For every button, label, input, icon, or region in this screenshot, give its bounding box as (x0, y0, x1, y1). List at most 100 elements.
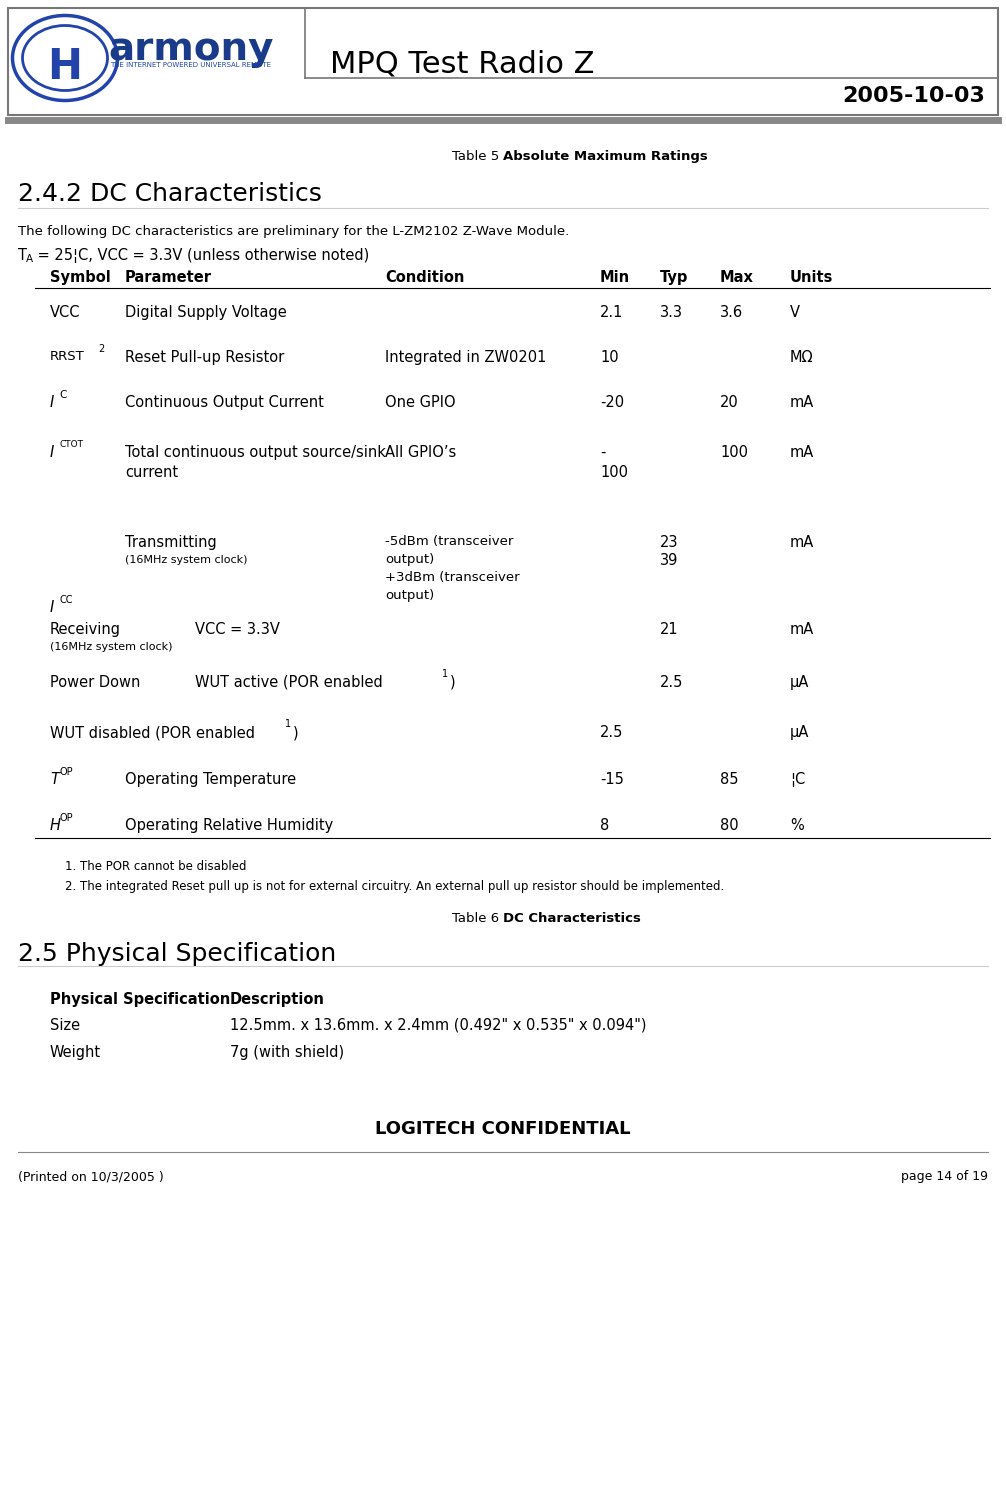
Text: current: current (125, 465, 178, 480)
Text: Min: Min (600, 270, 630, 285)
Text: (16MHz system clock): (16MHz system clock) (125, 556, 247, 565)
Text: (16MHz system clock): (16MHz system clock) (50, 642, 172, 652)
Text: = 25¦C, VCC = 3.3V (unless otherwise noted): = 25¦C, VCC = 3.3V (unless otherwise not… (33, 248, 369, 263)
Text: ): ) (293, 725, 299, 740)
Text: 2.4.2 DC Characteristics: 2.4.2 DC Characteristics (18, 183, 322, 205)
Text: CTOT: CTOT (59, 439, 83, 448)
Text: +3dBm (transceiver: +3dBm (transceiver (385, 571, 520, 584)
Text: 12.5mm. x 13.6mm. x 2.4mm (0.492" x 0.535" x 0.094"): 12.5mm. x 13.6mm. x 2.4mm (0.492" x 0.53… (230, 1018, 647, 1033)
Text: Table 5: Table 5 (452, 149, 503, 163)
Text: I: I (50, 599, 54, 615)
Text: (Printed on 10/3/2005 ): (Printed on 10/3/2005 ) (18, 1170, 164, 1182)
Text: Units: Units (790, 270, 833, 285)
Text: -: - (600, 445, 606, 461)
Text: 3.3: 3.3 (660, 305, 683, 320)
Text: 1: 1 (285, 719, 291, 729)
Text: Weight: Weight (50, 1045, 102, 1060)
Text: I: I (50, 396, 54, 411)
Text: WUT active (POR enabled: WUT active (POR enabled (195, 675, 382, 690)
Text: H: H (47, 45, 82, 88)
Text: 21: 21 (660, 622, 679, 637)
Text: WUT disabled (POR enabled: WUT disabled (POR enabled (50, 725, 255, 740)
Text: page 14 of 19: page 14 of 19 (901, 1170, 988, 1182)
Text: 3.6: 3.6 (720, 305, 743, 320)
Text: 2.5: 2.5 (600, 725, 624, 740)
Text: -15: -15 (600, 772, 624, 787)
Text: Table 6: Table 6 (452, 912, 503, 926)
Text: 2005-10-03: 2005-10-03 (842, 86, 985, 106)
Text: I: I (50, 445, 54, 461)
Text: Operating Temperature: Operating Temperature (125, 772, 296, 787)
Text: Absolute Maximum Ratings: Absolute Maximum Ratings (503, 149, 708, 163)
Text: MΩ: MΩ (790, 350, 814, 365)
Text: 85: 85 (720, 772, 738, 787)
Text: Integrated in ZW0201: Integrated in ZW0201 (385, 350, 546, 365)
Text: RRST: RRST (50, 350, 85, 362)
Text: Symbol: Symbol (50, 270, 111, 285)
Text: H: H (50, 818, 61, 834)
Text: Digital Supply Voltage: Digital Supply Voltage (125, 305, 287, 320)
Text: -5dBm (transceiver: -5dBm (transceiver (385, 535, 513, 548)
Ellipse shape (22, 26, 108, 91)
Text: LOGITECH CONFIDENTIAL: LOGITECH CONFIDENTIAL (375, 1120, 631, 1139)
Text: Size: Size (50, 1018, 80, 1033)
Text: Operating Relative Humidity: Operating Relative Humidity (125, 818, 333, 834)
Text: 7g (with shield): 7g (with shield) (230, 1045, 344, 1060)
Text: VCC: VCC (50, 305, 80, 320)
Text: 10: 10 (600, 350, 619, 365)
Text: mA: mA (790, 535, 814, 550)
Text: OP: OP (60, 812, 73, 823)
Text: Reset Pull-up Resistor: Reset Pull-up Resistor (125, 350, 285, 365)
Text: 100: 100 (600, 465, 628, 480)
Text: ): ) (450, 675, 456, 690)
Text: 2: 2 (98, 344, 105, 353)
Text: C: C (59, 390, 66, 400)
Text: Continuous Output Current: Continuous Output Current (125, 396, 324, 411)
Text: 23: 23 (660, 535, 678, 550)
Text: Condition: Condition (385, 270, 465, 285)
Text: The following DC characteristics are preliminary for the L-ZM2102 Z-Wave Module.: The following DC characteristics are pre… (18, 225, 569, 239)
Text: mA: mA (790, 445, 814, 461)
Text: Description: Description (230, 992, 325, 1007)
Text: output): output) (385, 589, 435, 602)
Bar (8, 8, 998, 115)
Text: Typ: Typ (660, 270, 688, 285)
Text: THE INTERNET POWERED UNIVERSAL REMOTE: THE INTERNET POWERED UNIVERSAL REMOTE (110, 62, 271, 68)
Text: 2. The integrated Reset pull up is not for external circuitry. An external pull : 2. The integrated Reset pull up is not f… (65, 880, 724, 892)
Text: 39: 39 (660, 553, 678, 568)
Text: DC Characteristics: DC Characteristics (503, 912, 641, 926)
Text: 1: 1 (442, 669, 448, 680)
Text: output): output) (385, 553, 435, 566)
Text: T: T (18, 248, 27, 263)
Text: 100: 100 (720, 445, 748, 461)
Text: 20: 20 (720, 396, 738, 411)
Text: 2.1: 2.1 (600, 305, 624, 320)
Text: Parameter: Parameter (125, 270, 212, 285)
Text: T: T (50, 772, 59, 787)
Text: Total continuous output source/sink: Total continuous output source/sink (125, 445, 386, 461)
Text: 2.5 Physical Specification: 2.5 Physical Specification (18, 942, 336, 966)
Text: 1. The POR cannot be disabled: 1. The POR cannot be disabled (65, 861, 246, 873)
Text: Power Down: Power Down (50, 675, 141, 690)
Text: μA: μA (790, 675, 810, 690)
Text: %: % (790, 818, 804, 834)
Text: mA: mA (790, 396, 814, 411)
Text: Max: Max (720, 270, 753, 285)
Text: Transmitting: Transmitting (125, 535, 216, 550)
Text: μA: μA (790, 725, 810, 740)
Text: 80: 80 (720, 818, 738, 834)
Text: V: V (790, 305, 800, 320)
Text: VCC = 3.3V: VCC = 3.3V (195, 622, 280, 637)
Text: CC: CC (59, 595, 72, 606)
Text: All GPIO’s: All GPIO’s (385, 445, 457, 461)
Text: mA: mA (790, 622, 814, 637)
Text: Receiving: Receiving (50, 622, 121, 637)
Text: armony: armony (108, 30, 274, 68)
Text: 2.5: 2.5 (660, 675, 683, 690)
Text: A: A (26, 254, 33, 264)
Text: Physical Specification: Physical Specification (50, 992, 230, 1007)
Text: 8: 8 (600, 818, 610, 834)
Ellipse shape (12, 15, 118, 101)
Text: OP: OP (59, 767, 72, 778)
Text: ¦C: ¦C (790, 772, 805, 787)
